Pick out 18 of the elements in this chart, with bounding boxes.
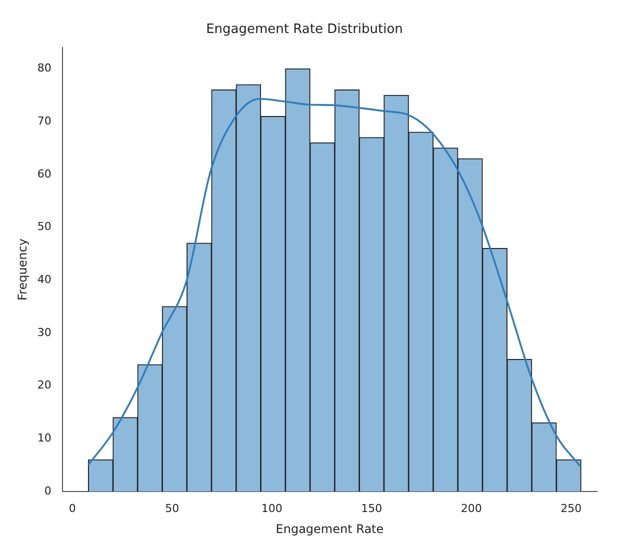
y-tick-label: 0 [44, 484, 52, 498]
y-tick-label: 80 [37, 62, 52, 75]
y-tick-label: 30 [37, 326, 52, 339]
x-tick-label: 100 [261, 502, 282, 515]
chart-title: Engagement Rate Distribution [206, 22, 403, 38]
y-axis-title: Frequency [15, 238, 30, 300]
y-tick-label: 70 [37, 114, 52, 128]
x-tick-label: 200 [460, 502, 482, 515]
x-tick-label: 50 [165, 502, 180, 515]
x-tick-label: 0 [68, 502, 76, 515]
y-tick-label: 10 [37, 431, 52, 444]
y-tick-label: 50 [37, 220, 52, 234]
x-tick-label: 150 [361, 502, 382, 515]
x-axis-title: Engagement Rate [276, 522, 384, 536]
y-tick-label: 60 [37, 167, 52, 180]
y-tick-label: 40 [37, 272, 52, 286]
x-tick-label: 250 [560, 502, 582, 515]
y-tick-label: 20 [37, 378, 52, 392]
